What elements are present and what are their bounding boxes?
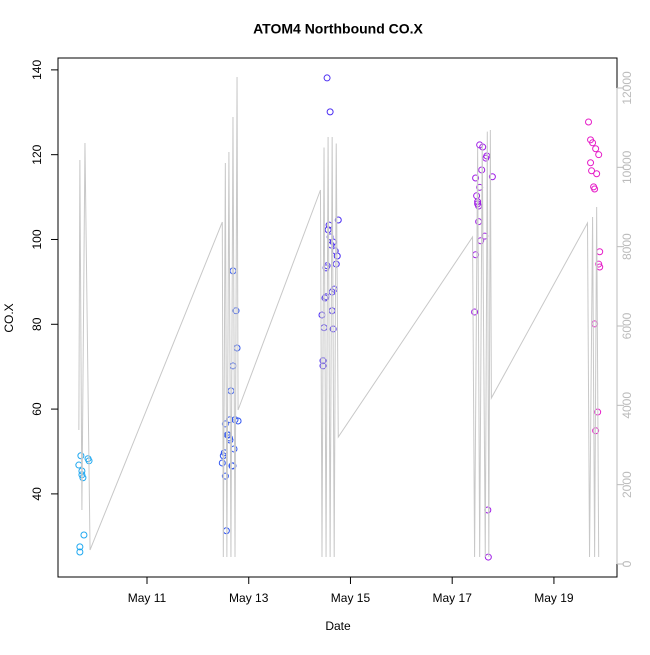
data-point — [80, 531, 88, 539]
y2-tick-label: 0 — [620, 560, 634, 567]
data-point — [592, 145, 600, 153]
data-point — [585, 118, 593, 126]
data-point — [595, 151, 603, 159]
y-tick-label: 100 — [30, 229, 44, 249]
y2-tick-label: 10000 — [620, 150, 634, 184]
data-point — [488, 173, 496, 181]
x-axis-label: Date — [325, 619, 351, 633]
data-line — [78, 77, 600, 558]
y2-tick-label: 6000 — [620, 312, 634, 339]
data-point — [79, 474, 87, 482]
x-tick-label: May 13 — [229, 591, 269, 605]
x-tick-label: May 15 — [331, 591, 371, 605]
data-point — [76, 543, 84, 551]
data-point — [589, 139, 597, 147]
y2-tick-label: 12000 — [620, 71, 634, 105]
data-point — [591, 185, 599, 193]
x-tick-label: May 19 — [534, 591, 574, 605]
y-tick-label: 40 — [30, 487, 44, 501]
data-point — [587, 159, 595, 167]
chart-title: ATOM4 Northbound CO.X — [253, 21, 423, 37]
data-point — [221, 472, 229, 480]
data-point — [229, 462, 237, 470]
data-point — [593, 170, 601, 178]
data-point — [234, 417, 242, 425]
data-point — [588, 167, 596, 175]
y-axis-label: CO.X — [2, 303, 16, 332]
data-point — [323, 74, 331, 82]
data-point — [334, 216, 342, 224]
y2-tick-label: 4000 — [620, 392, 634, 419]
data-point — [76, 548, 84, 556]
x-tick-label: May 17 — [433, 591, 473, 605]
y-tick-label: 80 — [30, 317, 44, 331]
data-point — [221, 420, 229, 428]
data-point — [595, 260, 603, 268]
data-point — [77, 452, 85, 460]
data-point — [472, 174, 480, 182]
data-point — [471, 308, 479, 316]
y-tick-label: 60 — [30, 402, 44, 416]
y-tick-label: 120 — [30, 144, 44, 164]
data-point — [326, 108, 334, 116]
y2-tick-label: 2000 — [620, 471, 634, 498]
x-tick-label: May 11 — [128, 591, 167, 605]
y-tick-label: 140 — [30, 60, 44, 80]
data-point — [218, 459, 226, 467]
y2-tick-label: 8000 — [620, 233, 634, 260]
